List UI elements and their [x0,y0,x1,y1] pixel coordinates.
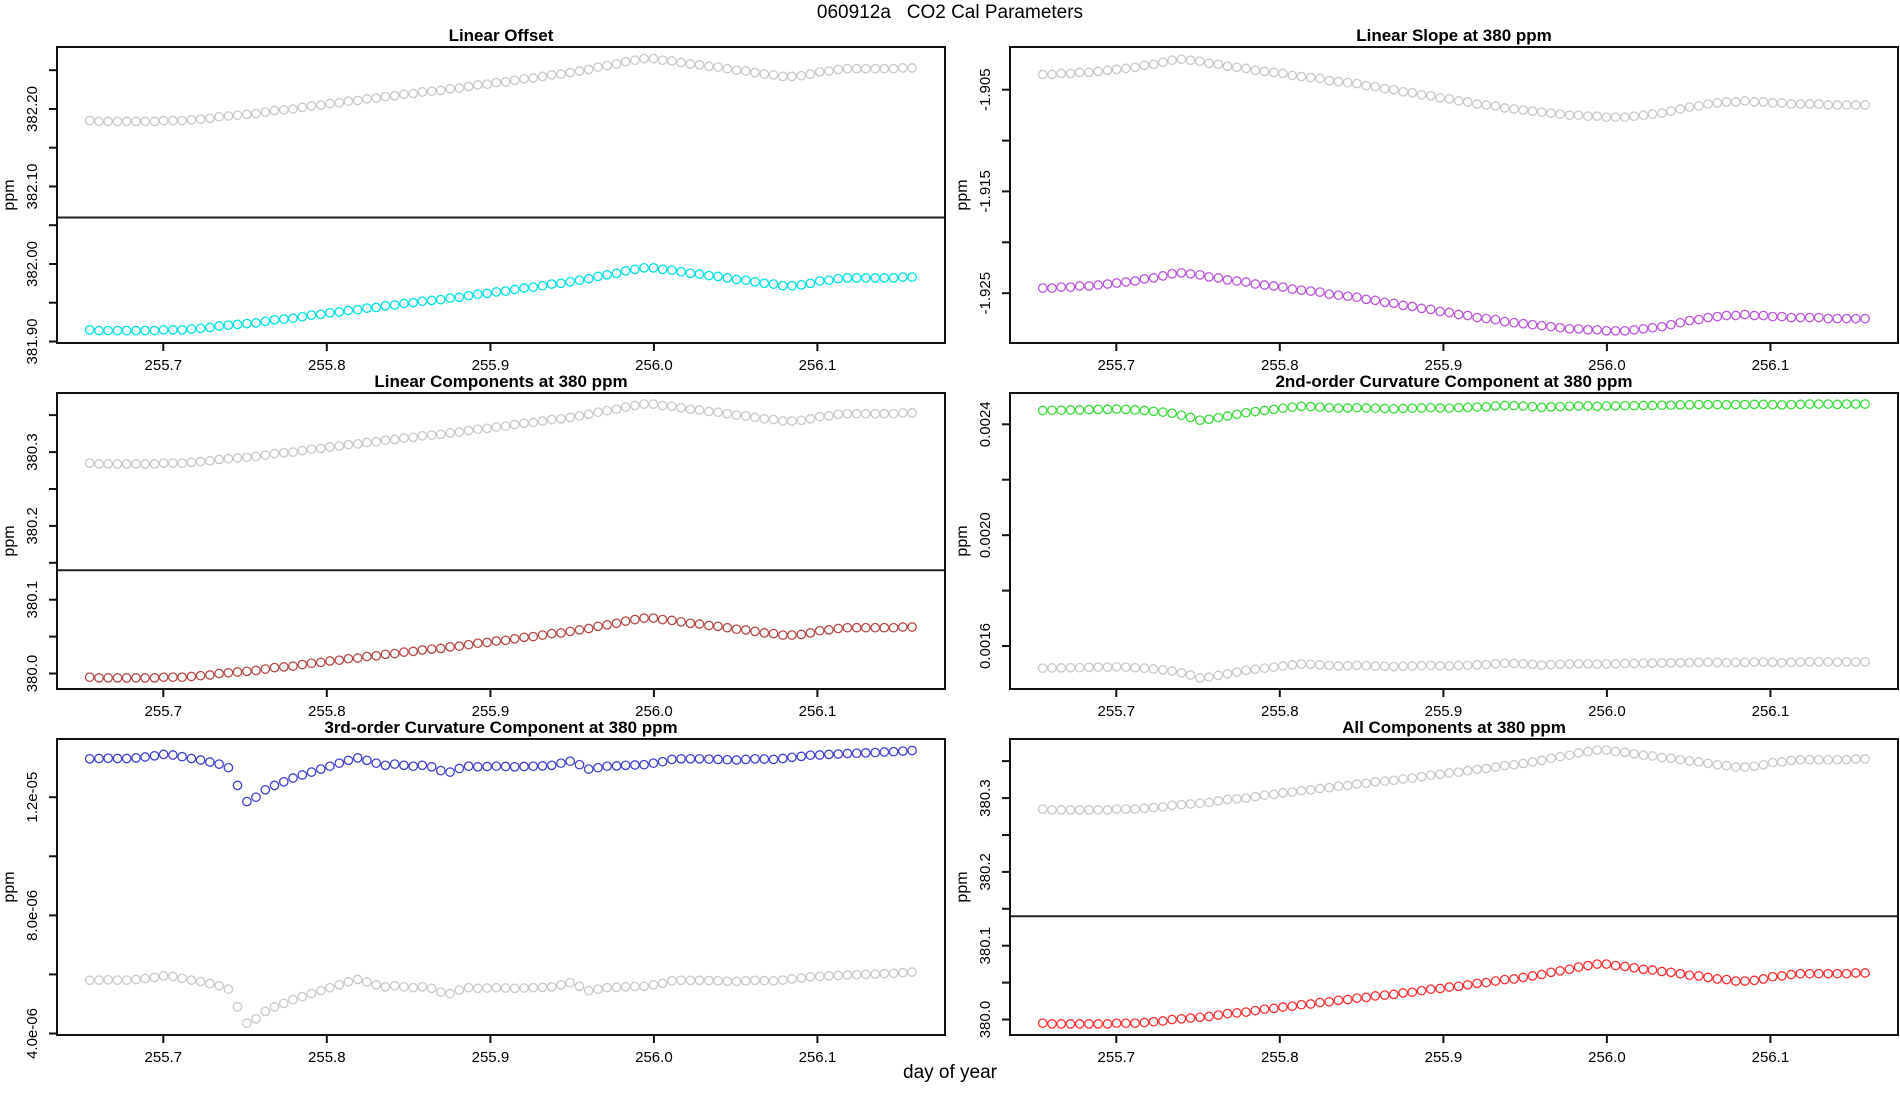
panel-linear-slope: Linear Slope at 380 ppm 255.7 255.8 255.9 25… [953,28,1900,375]
linear-offset-chart: Linear Offset 255.7 255.8 255.9 256.0 256.1 38… [1,28,946,374]
panel-all-components: All Components at 380 ppm 255.7 255.8 255.9… [953,720,1900,1067]
svg-text:256.1: 256.1 [799,1049,837,1066]
svg-text:0.0024: 0.0024 [977,401,994,447]
svg-text:255.9: 255.9 [1425,357,1463,374]
svg-text:Linear Offset: Linear Offset [449,28,554,45]
linear-slope-chart: Linear Slope at 380 ppm 255.7 255.8 255.9 25… [954,28,1899,374]
figure-title: 060912a CO2 Cal Parameters [816,2,1084,23]
linear-components-chart: Linear Components at 380 ppm 255.7 255.8 25… [1,374,946,720]
svg-text:380.1: 380.1 [977,927,994,965]
svg-text:-1.915: -1.915 [977,170,994,213]
svg-text:0.0016: 0.0016 [977,623,994,669]
svg-text:-1.925: -1.925 [977,272,994,315]
svg-text:380.3: 380.3 [24,433,41,471]
svg-text:ppm: ppm [954,871,971,902]
panel-2nd-order-curvature: 2nd-order Curvature Component at 380 ppm… [953,374,1900,721]
svg-text:256.0: 256.0 [1588,357,1626,374]
svg-text:ppm: ppm [1,525,18,556]
svg-text:ppm: ppm [1,871,18,902]
svg-text:256.0: 256.0 [1588,1049,1626,1066]
svg-text:382.10: 382.10 [24,164,41,210]
svg-text:3rd-order Curvature Component: 3rd-order Curvature Component at 380 ppm [324,720,677,737]
svg-text:382.20: 382.20 [24,86,41,132]
second-order-curvature-chart: 2nd-order Curvature Component at 380 ppm… [954,374,1899,720]
svg-text:255.7: 255.7 [145,1049,183,1066]
svg-text:-1.905: -1.905 [977,68,994,111]
svg-text:255.9: 255.9 [472,1049,510,1066]
svg-text:380.2: 380.2 [977,853,994,891]
svg-text:256.1: 256.1 [1752,1049,1790,1066]
x-axis-label: day of year [903,1062,997,1083]
svg-text:382.00: 382.00 [24,241,41,287]
svg-text:Linear Slope at 380 ppm: Linear Slope at 380 ppm [1356,28,1552,45]
svg-text:ppm: ppm [954,525,971,556]
svg-text:0.0020: 0.0020 [977,512,994,558]
svg-text:255.7: 255.7 [145,703,183,720]
svg-text:380.0: 380.0 [977,1001,994,1039]
svg-text:255.7: 255.7 [145,357,183,374]
svg-text:255.7: 255.7 [1098,357,1136,374]
svg-text:255.9: 255.9 [472,703,510,720]
svg-text:4.0e-06: 4.0e-06 [24,1008,41,1059]
svg-text:255.8: 255.8 [308,703,346,720]
svg-text:255.9: 255.9 [472,357,510,374]
svg-text:256.1: 256.1 [1752,357,1790,374]
svg-text:Linear Components at 380 ppm: Linear Components at 380 ppm [374,374,627,391]
svg-text:255.8: 255.8 [1261,703,1299,720]
svg-text:2nd-order Curvature Component: 2nd-order Curvature Component at 380 ppm [1275,374,1632,391]
svg-text:8.0e-06: 8.0e-06 [24,890,41,941]
panel-linear-components: Linear Components at 380 ppm 255.7 255.8 25… [0,374,950,721]
svg-text:256.0: 256.0 [635,357,673,374]
svg-text:255.9: 255.9 [1425,703,1463,720]
svg-text:380.1: 380.1 [24,581,41,619]
svg-text:ppm: ppm [954,179,971,210]
svg-text:255.7: 255.7 [1098,1049,1136,1066]
svg-text:255.9: 255.9 [1425,1049,1463,1066]
svg-text:ppm: ppm [1,179,18,210]
panel-3rd-order-curvature: 3rd-order Curvature Component at 380 ppm… [0,720,950,1067]
svg-text:255.7: 255.7 [1098,703,1136,720]
svg-text:381.90: 381.90 [24,319,41,365]
svg-text:1.2e-05: 1.2e-05 [24,772,41,823]
svg-text:All Components at 380 ppm: All Components at 380 ppm [1342,720,1566,737]
svg-text:380.0: 380.0 [24,655,41,693]
svg-text:256.0: 256.0 [635,1049,673,1066]
svg-text:380.2: 380.2 [24,507,41,545]
svg-text:255.8: 255.8 [1261,357,1299,374]
all-components-chart: All Components at 380 ppm 255.7 255.8 255.9… [954,720,1899,1066]
panel-linear-offset: Linear Offset 255.7 255.8 255.9 256.0 256.1 38… [0,28,950,375]
svg-text:255.8: 255.8 [308,1049,346,1066]
svg-text:256.1: 256.1 [799,703,837,720]
svg-text:256.1: 256.1 [1752,703,1790,720]
svg-text:256.1: 256.1 [799,357,837,374]
svg-text:256.0: 256.0 [635,703,673,720]
svg-text:380.3: 380.3 [977,779,994,817]
svg-text:256.0: 256.0 [1588,703,1626,720]
svg-text:255.8: 255.8 [1261,1049,1299,1066]
third-order-curvature-chart: 3rd-order Curvature Component at 380 ppm… [1,720,946,1066]
svg-text:255.8: 255.8 [308,357,346,374]
